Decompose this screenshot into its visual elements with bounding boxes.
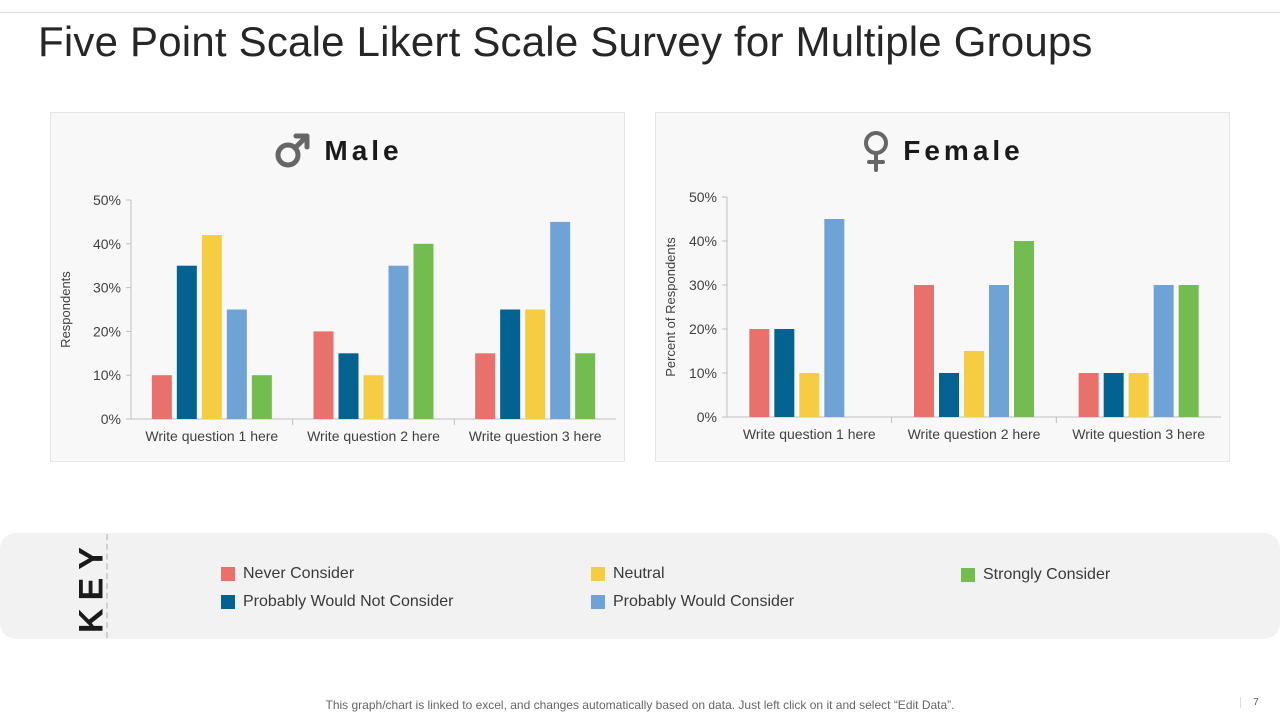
- bar[interactable]: [226, 309, 247, 420]
- bar[interactable]: [1178, 285, 1199, 417]
- x-tick-label: Write question 2 here: [307, 428, 440, 444]
- male-chart-title: Male: [324, 135, 403, 166]
- legend-label: Strongly Consider: [983, 566, 1111, 583]
- male-bar-chart: 0% 10% 20% 30% 40% 50% Respondents Write questi…: [58, 192, 616, 444]
- legend-swatch: [961, 568, 975, 582]
- y-tick-label: 40%: [689, 233, 717, 249]
- y-tick-label: 20%: [689, 321, 717, 337]
- legend-swatch: [221, 595, 235, 609]
- male-icon: [275, 133, 310, 168]
- x-tick-label: Write question 1 here: [743, 426, 876, 442]
- bar[interactable]: [313, 331, 334, 419]
- bar[interactable]: [964, 351, 984, 417]
- bar[interactable]: [1153, 285, 1174, 417]
- legend-swatch: [221, 567, 235, 581]
- male-chart-header: Male: [50, 126, 625, 176]
- legend-swatch: [591, 595, 605, 609]
- female-icon: [864, 131, 889, 172]
- bar[interactable]: [388, 265, 409, 419]
- bar[interactable]: [151, 375, 172, 419]
- female-chart-title: Female: [903, 135, 1024, 166]
- bar[interactable]: [475, 353, 496, 419]
- y-tick-label: 30%: [93, 280, 121, 296]
- page-number: 7: [1240, 697, 1271, 708]
- x-tick-label: Write question 3 here: [1072, 426, 1205, 442]
- bar[interactable]: [525, 309, 546, 420]
- x-tick-label: Write question 2 here: [908, 426, 1041, 442]
- legend-item-neutral: Neutral: [591, 565, 665, 583]
- bar[interactable]: [500, 309, 521, 420]
- bar[interactable]: [338, 353, 359, 419]
- y-tick-label: 10%: [93, 367, 121, 383]
- y-tick-label: 0%: [697, 409, 717, 425]
- female-chart-header: Female: [655, 126, 1230, 176]
- y-tick-label: 0%: [101, 411, 121, 427]
- legend-item-never-consider: Never Consider: [221, 565, 354, 583]
- bar[interactable]: [824, 219, 845, 417]
- y-tick-label: 30%: [689, 277, 717, 293]
- legend-label: Neutral: [613, 565, 665, 582]
- x-tick-label: Write question 1 here: [145, 428, 278, 444]
- y-tick-label: 20%: [93, 323, 121, 339]
- bar[interactable]: [914, 285, 934, 417]
- female-bar-chart: 0% 10% 20% 30% 40% 50% Percent of Respondents W…: [663, 189, 1221, 442]
- top-rule: [0, 12, 1280, 13]
- footer-note: This graph/chart is linked to excel, and…: [325, 698, 955, 712]
- bar[interactable]: [575, 353, 596, 419]
- bar[interactable]: [1078, 373, 1099, 417]
- bar[interactable]: [939, 373, 959, 417]
- y-axis-title: Percent of Respondents: [663, 237, 678, 377]
- y-tick-label: 50%: [93, 192, 121, 208]
- bar[interactable]: [201, 235, 222, 419]
- bar[interactable]: [550, 221, 571, 419]
- bar[interactable]: [749, 329, 770, 417]
- y-tick-label: 10%: [689, 365, 717, 381]
- bar[interactable]: [989, 285, 1009, 417]
- bar[interactable]: [363, 375, 384, 419]
- bar[interactable]: [176, 265, 197, 419]
- legend-item-strongly-consider: Strongly Consider: [961, 566, 1110, 584]
- legend-label: Probably Would Not Consider: [243, 593, 454, 610]
- legend-item-probably-would-consider: Probably Would Consider: [591, 593, 794, 611]
- y-tick-label: 40%: [93, 236, 121, 252]
- bar[interactable]: [413, 243, 434, 419]
- bar[interactable]: [799, 373, 820, 417]
- bar[interactable]: [1103, 373, 1124, 417]
- legend-item-probably-would-not-consider: Probably Would Not Consider: [221, 593, 453, 611]
- bar[interactable]: [774, 329, 795, 417]
- page-title: Five Point Scale Likert Scale Survey for…: [38, 18, 1093, 65]
- legend-label: Never Consider: [243, 565, 355, 582]
- y-tick-label: 50%: [689, 189, 717, 205]
- bar[interactable]: [251, 375, 272, 419]
- legend-label: Probably Would Consider: [613, 593, 795, 610]
- legend-divider: [106, 534, 108, 638]
- y-axis-title: Respondents: [58, 271, 73, 348]
- legend-box: [0, 533, 1280, 639]
- legend-swatch: [591, 567, 605, 581]
- bar[interactable]: [1014, 241, 1034, 417]
- x-tick-label: Write question 3 here: [469, 428, 602, 444]
- bar[interactable]: [1128, 373, 1149, 417]
